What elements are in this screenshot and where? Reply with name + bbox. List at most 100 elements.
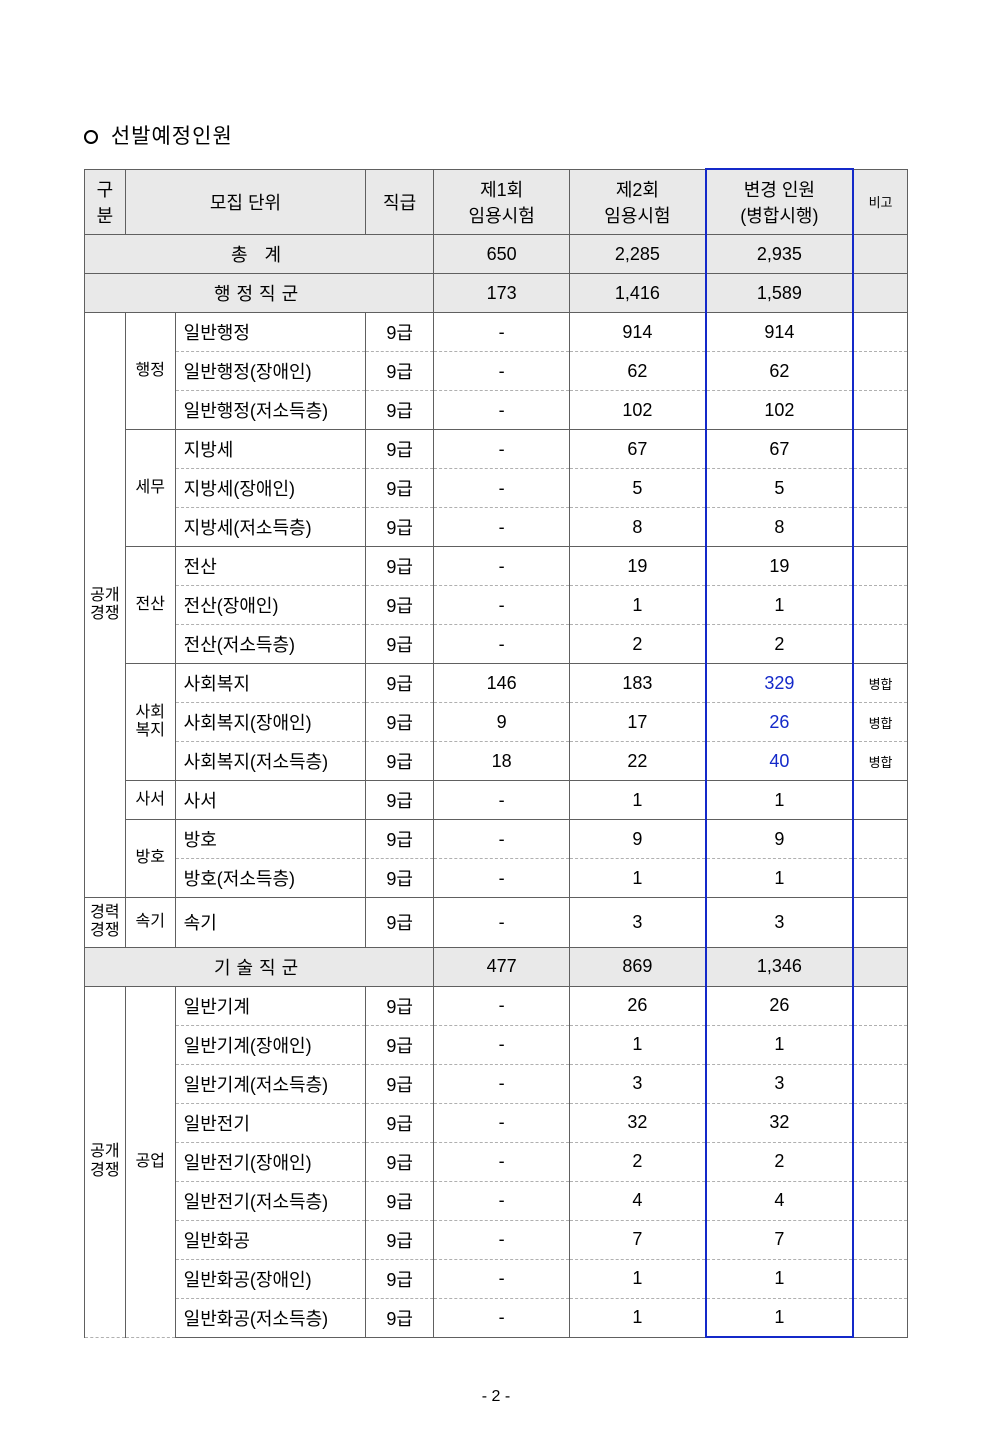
cell: 전산 xyxy=(125,547,175,664)
cell: 일반화공(장애인) xyxy=(175,1259,365,1298)
cell: - xyxy=(434,547,570,586)
cell xyxy=(853,820,907,859)
cell: 183 xyxy=(570,664,706,703)
cell: - xyxy=(434,1181,570,1220)
cell: 2,935 xyxy=(706,235,853,274)
cell: 일반기계(장애인) xyxy=(175,1025,365,1064)
col-round1: 제1회 임용시험 xyxy=(434,169,570,235)
cell xyxy=(853,1298,907,1337)
cell: 경력 경쟁 xyxy=(85,898,126,948)
cell: 32 xyxy=(706,1103,853,1142)
cell: - xyxy=(434,1064,570,1103)
cell: 1 xyxy=(570,859,706,898)
cell: 사회 복지 xyxy=(125,664,175,781)
cell xyxy=(853,430,907,469)
cell: - xyxy=(434,352,570,391)
cell: 4 xyxy=(706,1181,853,1220)
cell: - xyxy=(434,625,570,664)
cell: 사회복지(저소득층) xyxy=(175,742,365,781)
cell: 2 xyxy=(706,625,853,664)
cell: - xyxy=(434,1142,570,1181)
cell: 9급 xyxy=(366,986,434,1025)
cell xyxy=(853,352,907,391)
cell xyxy=(853,235,907,274)
page-number: - 2 - xyxy=(84,1388,908,1406)
cell: 67 xyxy=(570,430,706,469)
cell: 방호 xyxy=(125,820,175,898)
cell: 9급 xyxy=(366,820,434,859)
cell: 9급 xyxy=(366,742,434,781)
cell: 일반전기(장애인) xyxy=(175,1142,365,1181)
cell: 26 xyxy=(706,986,853,1025)
cell: 9급 xyxy=(366,313,434,352)
cell: 병합 xyxy=(853,742,907,781)
cell: - xyxy=(434,1103,570,1142)
cell: 40 xyxy=(706,742,853,781)
col-round2: 제2회 임용시험 xyxy=(570,169,706,235)
cell: 9급 xyxy=(366,781,434,820)
cell: 전산 xyxy=(175,547,365,586)
cell xyxy=(853,1142,907,1181)
cell: 9 xyxy=(434,703,570,742)
cell: 9급 xyxy=(366,391,434,430)
col-grade: 직급 xyxy=(366,169,434,235)
cell: 사회복지 xyxy=(175,664,365,703)
cell xyxy=(853,1025,907,1064)
cell: 9급 xyxy=(366,1259,434,1298)
table-body: 총 계6502,2852,935행정직군1731,4161,589공개 경쟁행정… xyxy=(85,235,908,1338)
cell: 공개 경쟁 xyxy=(85,986,126,1337)
cell: 9 xyxy=(570,820,706,859)
cell: 9급 xyxy=(366,703,434,742)
cell: 329 xyxy=(706,664,853,703)
cell: - xyxy=(434,313,570,352)
cell: - xyxy=(434,586,570,625)
cell: 방호 xyxy=(175,820,365,859)
cell: 9급 xyxy=(366,1142,434,1181)
cell: 1 xyxy=(570,781,706,820)
cell: 지방세(저소득층) xyxy=(175,508,365,547)
cell: 26 xyxy=(706,703,853,742)
cell xyxy=(853,508,907,547)
cell: 일반화공(저소득층) xyxy=(175,1298,365,1337)
cell: 9 xyxy=(706,820,853,859)
cell: 914 xyxy=(706,313,853,352)
cell: 19 xyxy=(570,547,706,586)
cell: 5 xyxy=(706,469,853,508)
cell: 8 xyxy=(706,508,853,547)
cell: 19 xyxy=(706,547,853,586)
cell: 9급 xyxy=(366,625,434,664)
cell: 1 xyxy=(706,781,853,820)
cell: - xyxy=(434,430,570,469)
cell: 1 xyxy=(570,586,706,625)
cell: 17 xyxy=(570,703,706,742)
cell: 146 xyxy=(434,664,570,703)
cell: 공개 경쟁 xyxy=(85,313,126,898)
cell: 9급 xyxy=(366,352,434,391)
cell: 2,285 xyxy=(570,235,706,274)
cell: 18 xyxy=(434,742,570,781)
cell: - xyxy=(434,391,570,430)
cell: 1,589 xyxy=(706,274,853,313)
cell: 869 xyxy=(570,947,706,986)
cell: 4 xyxy=(570,1181,706,1220)
cell: 속기 xyxy=(175,898,365,948)
cell: - xyxy=(434,1220,570,1259)
cell: 8 xyxy=(570,508,706,547)
cell: 477 xyxy=(434,947,570,986)
cell: 9급 xyxy=(366,859,434,898)
cell: 9급 xyxy=(366,547,434,586)
cell: 속기 xyxy=(125,898,175,948)
cell: 일반전기 xyxy=(175,1103,365,1142)
cell: 9급 xyxy=(366,1298,434,1337)
cell: 방호(저소득층) xyxy=(175,859,365,898)
cell: 3 xyxy=(706,1064,853,1103)
cell: 일반화공 xyxy=(175,1220,365,1259)
cell: 행정직군 xyxy=(85,274,434,313)
cell: 9급 xyxy=(366,898,434,948)
cell: 9급 xyxy=(366,1103,434,1142)
cell: 102 xyxy=(706,391,853,430)
cell: 2 xyxy=(570,1142,706,1181)
cell: 62 xyxy=(706,352,853,391)
cell: 전산(장애인) xyxy=(175,586,365,625)
cell: - xyxy=(434,508,570,547)
